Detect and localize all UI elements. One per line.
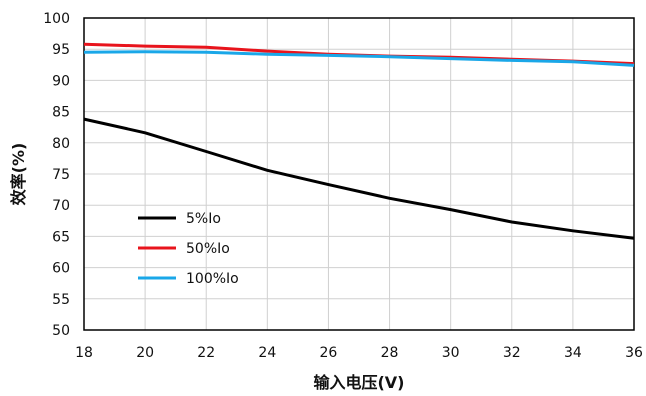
x-tick-label: 36 — [625, 345, 643, 361]
series-line — [83, 50, 635, 67]
series-line — [83, 117, 635, 240]
y-axis-title: 效率(%) — [9, 143, 28, 206]
plot-frame — [83, 17, 635, 331]
y-tick-label: 60 — [52, 261, 70, 277]
y-tick-label: 65 — [52, 229, 70, 245]
x-tick-label: 34 — [564, 345, 582, 361]
y-tick-label: 80 — [52, 136, 70, 152]
grid — [83, 17, 635, 331]
x-axis-title: 输入电压(V) — [313, 373, 404, 392]
y-tick-label: 75 — [52, 167, 70, 183]
y-tick-label: 85 — [52, 105, 70, 121]
legend: 5%Io 50%Io 100%Io — [138, 211, 239, 287]
legend-label: 100%Io — [186, 271, 239, 287]
x-tick-label: 26 — [320, 345, 338, 361]
y-tick-label: 70 — [52, 198, 70, 214]
series-layer — [83, 42, 635, 240]
tick-labels: 18 20 22 24 26 28 30 32 34 36 50 55 60 65 70 75 80 85 90 95… — [43, 11, 643, 361]
x-tick-label: 32 — [503, 345, 521, 361]
y-tick-label: 55 — [52, 292, 70, 308]
y-tick-label: 90 — [52, 73, 70, 89]
x-tick-label: 20 — [136, 345, 154, 361]
legend-label: 5%Io — [186, 211, 221, 227]
y-tick-label: 100 — [43, 11, 70, 27]
legend-label: 50%Io — [186, 241, 230, 257]
y-tick-label: 95 — [52, 42, 70, 58]
x-tick-label: 18 — [75, 345, 93, 361]
x-tick-label: 30 — [442, 345, 460, 361]
x-tick-label: 28 — [381, 345, 399, 361]
y-tick-label: 50 — [52, 323, 70, 339]
x-tick-label: 24 — [258, 345, 276, 361]
x-tick-label: 22 — [197, 345, 215, 361]
